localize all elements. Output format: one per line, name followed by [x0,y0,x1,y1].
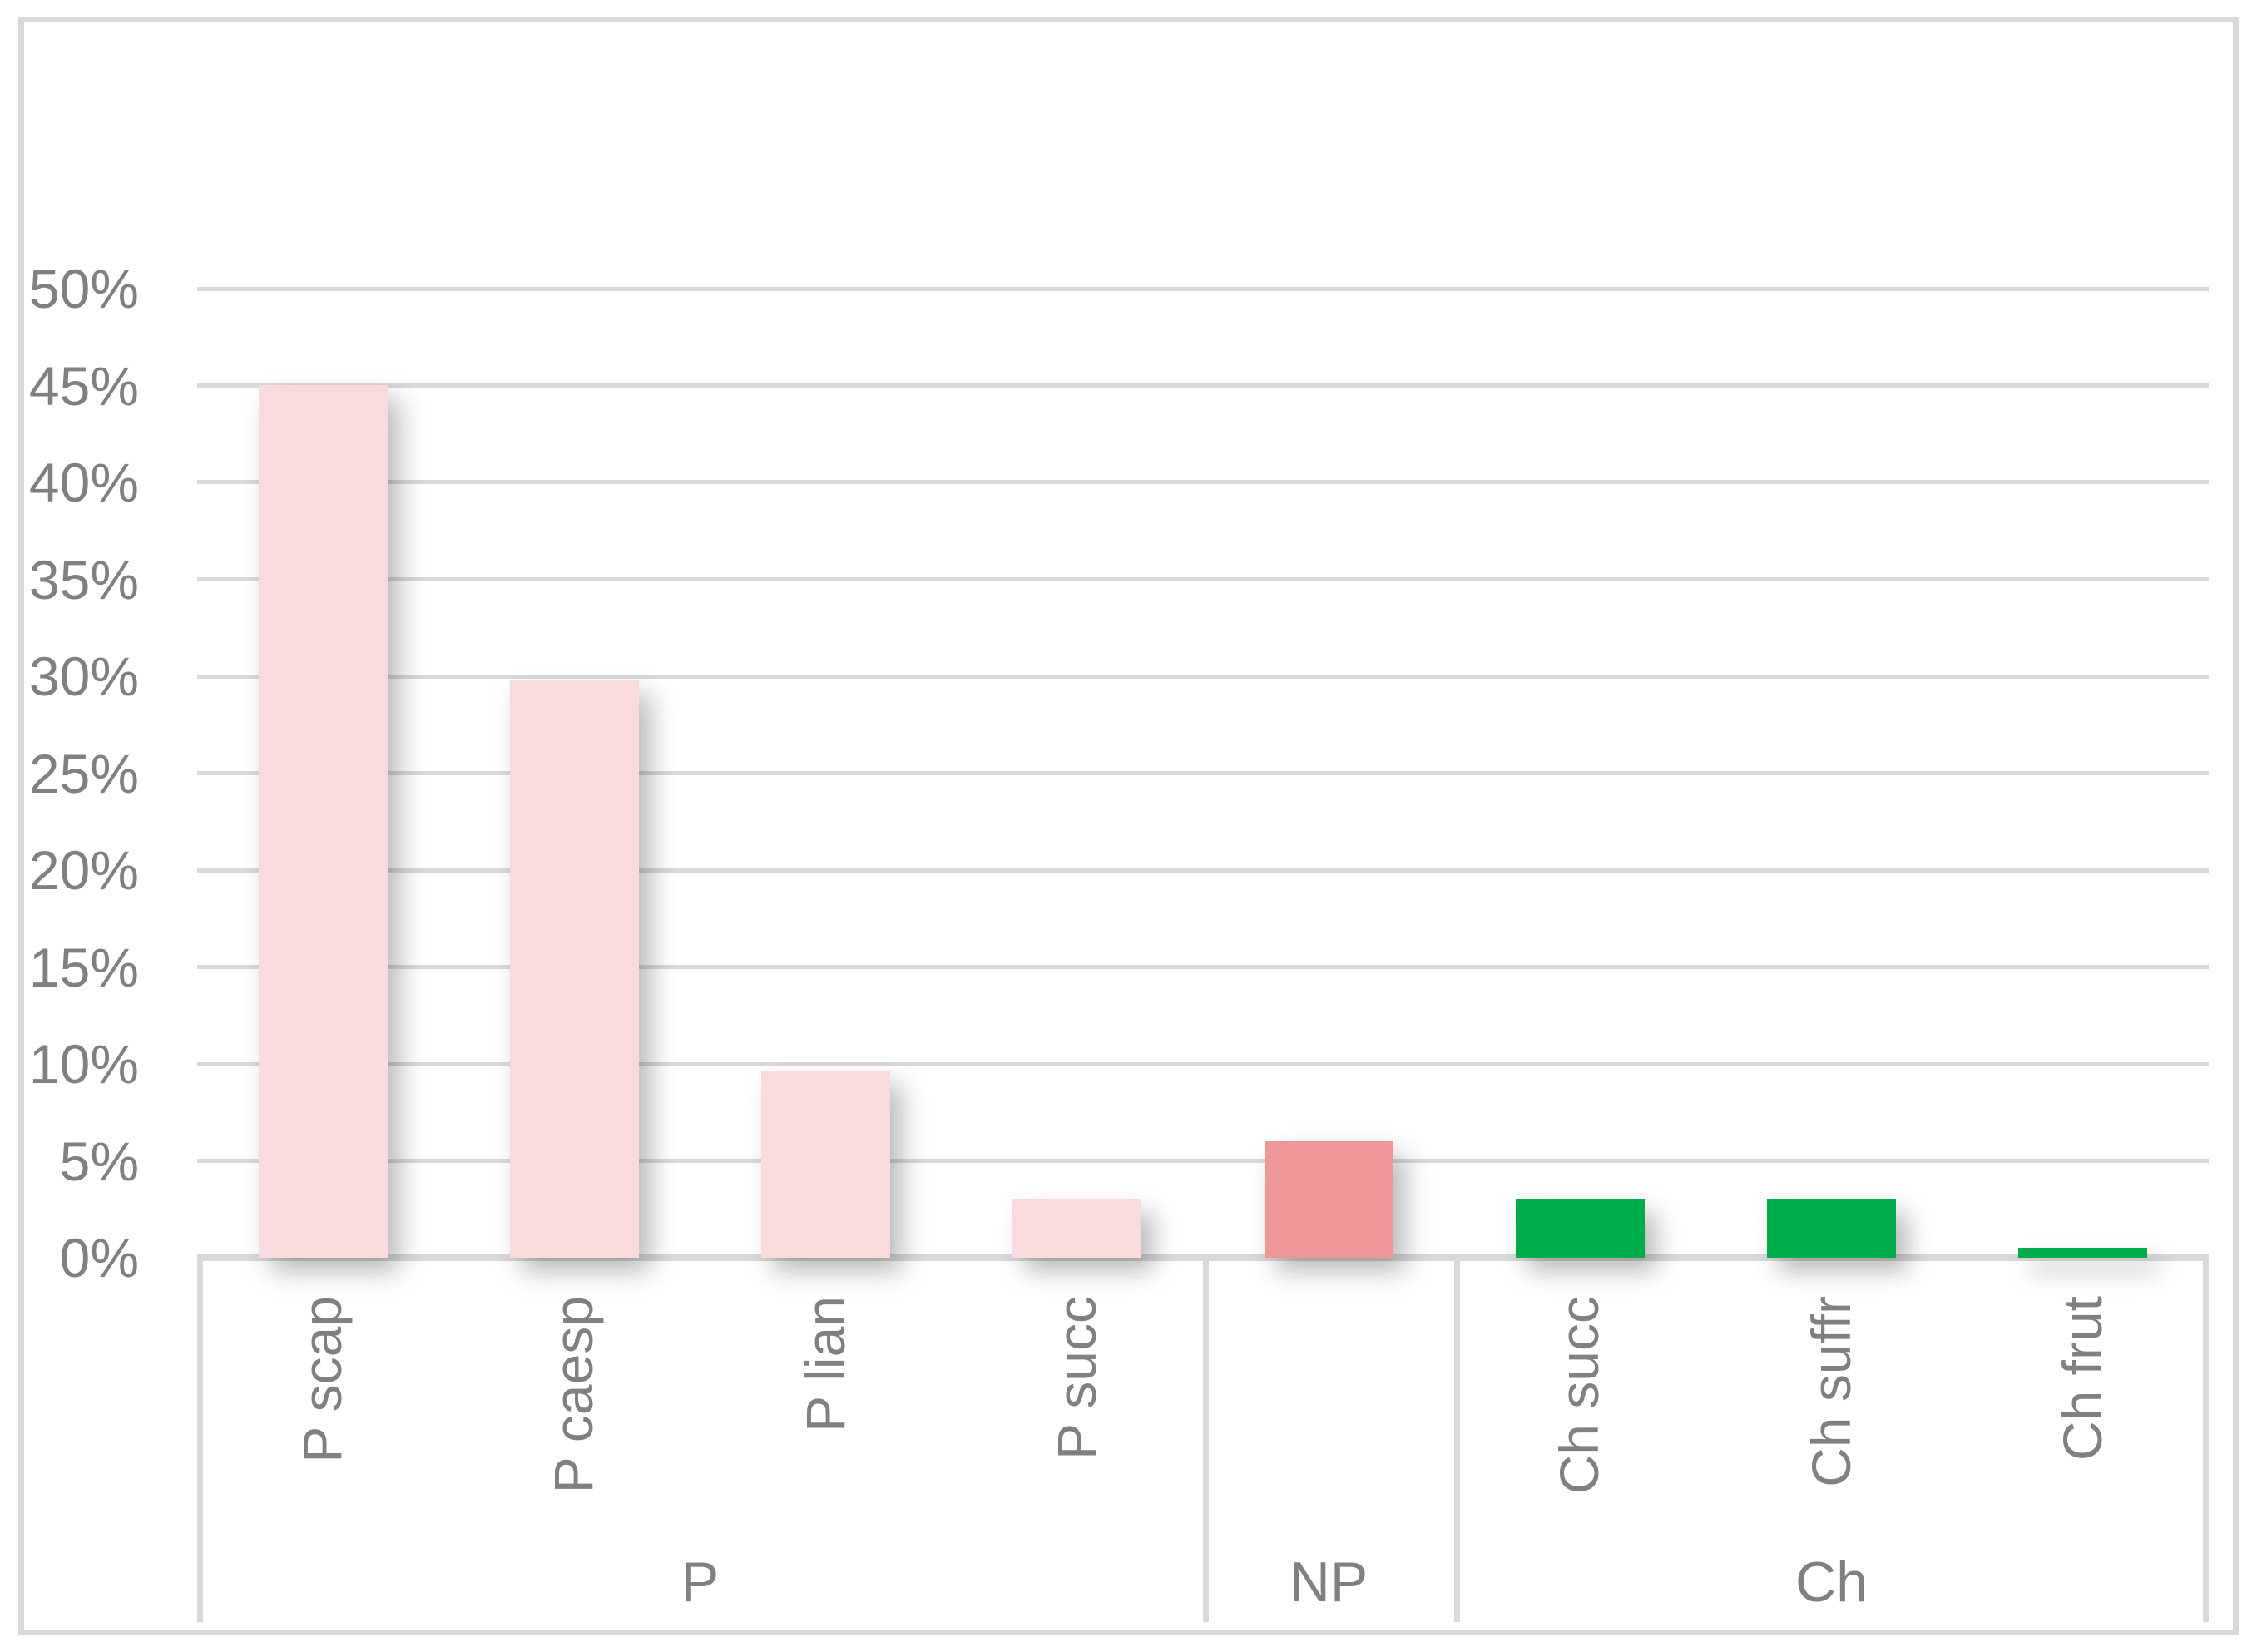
y-tick-label-0pct: 0% [59,1227,139,1288]
group-label-ch: Ch [1795,1551,1868,1614]
category-slot-p-scap: P scap [197,1258,448,1532]
y-tick-label-5pct: 5% [59,1130,139,1192]
category-slot-p-lian: P lian [700,1258,952,1532]
gridline-30pct [197,675,2209,679]
y-tick-label-30pct: 30% [28,645,139,707]
category-label-p-caesp: P caesp [542,1296,605,1494]
group-label-p: P [681,1551,720,1614]
bar-ch-suffr [1767,1199,1896,1258]
category-label-p-lian: P lian [794,1296,857,1432]
gridline-40pct [197,480,2209,484]
y-tick-label-50pct: 50% [28,258,139,319]
group-label-np: NP [1289,1551,1369,1614]
category-label-ch-suffr: Ch suffr [1800,1296,1863,1487]
category-divider-2 [1454,1258,1460,1622]
chart-border [18,17,2239,1635]
y-tick-label-20pct: 20% [28,839,139,901]
category-label-ch-frut: Ch frut [2052,1296,2114,1462]
gridline-50pct [197,287,2209,291]
bar-p-caesp [510,680,639,1258]
bar-p-lian [761,1071,890,1258]
gridline-15pct [197,965,2209,969]
category-slot-ch-succ: Ch succ [1454,1258,1705,1532]
y-tick-label-35pct: 35% [28,549,139,611]
bar-ch-succ [1516,1199,1645,1258]
y-tick-label-45pct: 45% [28,355,139,417]
y-tick-label-40pct: 40% [28,452,139,513]
category-divider-3 [2203,1258,2209,1622]
category-slot-p-caesp: P caesp [448,1258,700,1532]
category-slot-ch-frut: Ch frut [1958,1258,2209,1532]
gridline-10pct [197,1062,2209,1066]
gridline-20pct [197,868,2209,873]
category-divider-0 [197,1258,203,1622]
gridline-5pct [197,1159,2209,1163]
category-divider-1 [1203,1258,1209,1622]
category-label-p-scap: P scap [291,1296,354,1463]
category-slot-p-succ: P succ [952,1258,1203,1532]
y-tick-label-15pct: 15% [28,937,139,998]
category-label-table: P scap P caesp P lian P succ P NP Ch succ Ch su… [197,1258,2209,1622]
y-tick-label-25pct: 25% [28,743,139,804]
category-slot-ch-suffr: Ch suffr [1706,1258,1958,1532]
category-label-ch-succ: Ch succ [1548,1296,1611,1495]
gridline-35pct [197,577,2209,581]
category-label-p-succ: P succ [1046,1296,1108,1460]
bar-ch-frut [2018,1248,2147,1258]
bar-p-scap [259,385,388,1258]
bar-np [1265,1141,1393,1258]
plot-area [197,287,2209,1261]
bar-p-succ [1012,1199,1141,1258]
y-tick-label-10pct: 10% [28,1033,139,1095]
gridline-25pct [197,771,2209,775]
gridline-45pct [197,383,2209,388]
